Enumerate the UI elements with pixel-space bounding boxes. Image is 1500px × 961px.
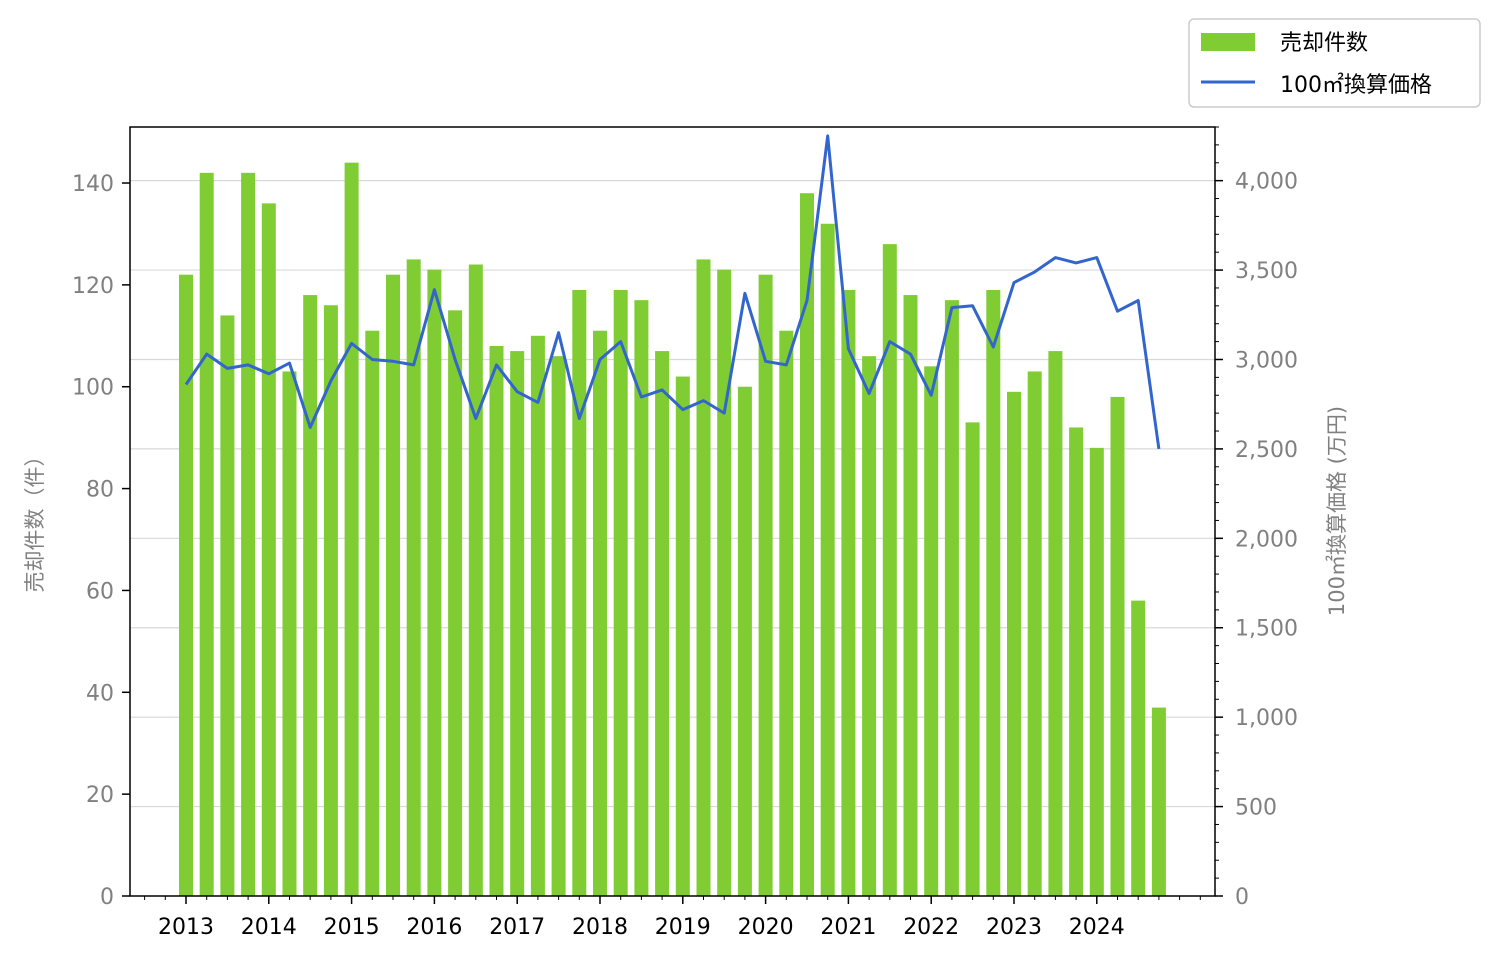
bar-series (179, 162, 1166, 897)
x-tick-label: 2020 (738, 915, 794, 940)
x-tick-label: 2017 (489, 915, 545, 940)
left-tick-label: 20 (86, 783, 114, 808)
right-tick-label: 500 (1235, 796, 1277, 821)
left-tick-label: 40 (86, 681, 114, 706)
bar (1151, 707, 1166, 896)
right-tick-label: 3,000 (1235, 348, 1298, 373)
bar (593, 330, 607, 896)
bar (344, 162, 359, 897)
bar (634, 300, 649, 896)
bar (882, 244, 897, 896)
x-tick-label: 2023 (986, 915, 1042, 940)
left-tick-label: 120 (72, 274, 114, 299)
bar (841, 289, 856, 896)
bar (924, 366, 939, 896)
left-tick-label: 100 (72, 376, 114, 401)
right-tick-label: 2,500 (1235, 438, 1298, 463)
price-line (184, 134, 1161, 450)
x-tick-label: 2018 (572, 915, 628, 940)
bar (282, 371, 297, 896)
axes: 0 20 40 60 80 100 120 140 0 500 1,000 1,500 2,000 2,5… (72, 126, 1298, 940)
x-tick-label: 2013 (158, 915, 214, 940)
bar (737, 386, 752, 896)
bar (1069, 427, 1084, 896)
legend-bar-swatch (1201, 33, 1255, 51)
bar (903, 295, 918, 897)
bar (758, 274, 773, 897)
bar (965, 422, 980, 896)
legend: 売却件数 100㎡換算価格 (1188, 18, 1481, 108)
bar (1110, 396, 1125, 896)
x-tick-label: 2021 (820, 915, 876, 940)
bar (365, 330, 380, 896)
bar (241, 172, 256, 896)
bar (220, 315, 235, 897)
bar (986, 289, 1001, 896)
right-tick-label: 2,000 (1235, 527, 1298, 552)
bar (386, 274, 400, 897)
bar (800, 193, 814, 896)
x-tick-label: 2016 (406, 915, 462, 940)
bar (717, 269, 732, 896)
bar (261, 203, 276, 896)
bar (779, 330, 794, 896)
right-tick-label: 4,000 (1235, 170, 1298, 195)
bar (1027, 371, 1042, 896)
x-tick-label: 2024 (1069, 915, 1125, 940)
right-tick-label: 1,000 (1235, 706, 1298, 731)
bar (530, 335, 545, 896)
bar (323, 305, 338, 897)
x-tick-label: 2019 (655, 915, 711, 940)
bar (179, 274, 193, 897)
bar (510, 351, 525, 896)
bar (1007, 391, 1021, 896)
bar (427, 269, 442, 896)
legend-line-label: 100㎡換算価格 (1280, 72, 1432, 98)
bar (468, 264, 483, 897)
left-tick-label: 60 (86, 579, 114, 604)
bar (551, 356, 566, 896)
left-tick-label: 0 (100, 885, 114, 910)
left-tick-label: 140 (72, 172, 114, 197)
right-tick-label: 3,500 (1235, 259, 1298, 284)
bar (448, 310, 463, 896)
bar (1089, 447, 1104, 896)
line-series (184, 134, 1161, 450)
right-tick-label: 1,500 (1235, 617, 1298, 642)
bar (655, 351, 670, 896)
x-tick-label: 2015 (324, 915, 380, 940)
x-tick-label: 2014 (241, 915, 297, 940)
bar (675, 376, 690, 896)
bar (1048, 351, 1063, 896)
bar (862, 356, 877, 896)
bar (303, 295, 318, 897)
right-axis-title: 100㎡換算価格 (万円) (1325, 406, 1349, 616)
x-tick-label: 2022 (903, 915, 959, 940)
legend-bar-label: 売却件数 (1280, 31, 1368, 56)
left-axis-title: 売却件数（件） (23, 446, 47, 593)
bar (944, 300, 959, 896)
bar (613, 289, 628, 896)
bar (1131, 600, 1146, 896)
right-tick-label: 0 (1235, 885, 1249, 910)
legend-frame (1188, 18, 1481, 108)
bar (696, 259, 711, 896)
bar (572, 289, 587, 896)
bar (820, 223, 835, 896)
left-tick-label: 80 (86, 478, 114, 503)
bar (199, 172, 214, 896)
bar (489, 345, 504, 896)
plot-frame (129, 126, 1216, 897)
bar (406, 259, 421, 896)
